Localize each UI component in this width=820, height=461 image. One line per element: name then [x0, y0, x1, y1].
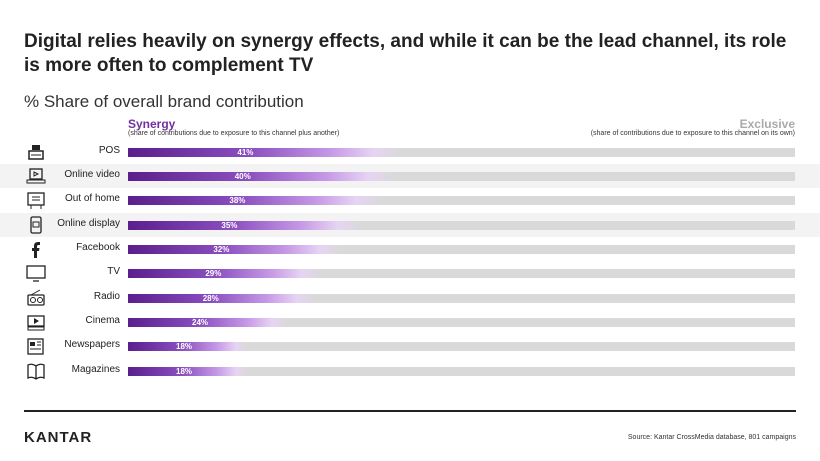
source-note: Source: Kantar CrossMedia database, 801 … [627, 434, 796, 441]
legend-exclusive-desc: (share of contributions due to exposure … [590, 130, 795, 137]
bar-exclusive: 18% [128, 342, 795, 351]
category-label: Out of home [64, 193, 120, 204]
category-label: Online video [64, 169, 120, 180]
bar-synergy [128, 318, 289, 327]
bar-exclusive: 24% [128, 318, 795, 327]
tv-icon [26, 265, 46, 282]
bar-exclusive: 29% [128, 269, 795, 278]
bar-row: Out of home 38% [0, 188, 820, 212]
bar-synergy [128, 269, 322, 278]
category-label: Cinema [85, 315, 120, 326]
data-label: 24% [192, 318, 209, 327]
data-label: 32% [213, 245, 230, 254]
legend-synergy: Synergy [128, 117, 176, 131]
legend-synergy-desc: (share of contributions due to exposure … [128, 130, 340, 137]
chart-subtitle: % Share of overall brand contribution [24, 92, 304, 111]
bar-synergy [128, 221, 362, 230]
category-label: Newspapers [64, 339, 120, 350]
category-label: TV [107, 266, 120, 277]
bar-synergy [128, 367, 249, 376]
laptop-video-icon [26, 168, 46, 184]
chart-title: Digital relies heavily on synergy effect… [24, 31, 787, 76]
data-label: 41% [237, 148, 254, 157]
cinema-icon [27, 315, 45, 331]
bar-synergy [128, 342, 249, 351]
bar-synergy [128, 148, 402, 157]
bar-exclusive: 40% [128, 172, 795, 181]
bar-synergy [128, 196, 382, 205]
category-label: Facebook [76, 242, 120, 253]
bar-row: Online display 35% [0, 213, 820, 237]
divider [24, 410, 796, 412]
data-label: 28% [202, 294, 219, 303]
billboard-icon [27, 192, 45, 209]
bar-row: Radio 28% [0, 286, 820, 310]
bar-row: Cinema 24% [0, 310, 820, 334]
data-label: 18% [176, 342, 193, 351]
category-label: Radio [93, 291, 120, 302]
bar-row: POS 41% [0, 140, 820, 164]
newspaper-icon [27, 338, 44, 355]
bar-row: Newspapers 18% [0, 334, 820, 358]
radio-icon [27, 289, 45, 306]
bar-exclusive: 32% [128, 245, 795, 254]
bar-exclusive: 28% [128, 294, 795, 303]
bar-exclusive: 38% [128, 196, 795, 205]
data-label: 40% [234, 172, 251, 181]
category-label: Online display [57, 218, 120, 229]
bar-exclusive: 35% [128, 221, 795, 230]
category-label: Magazines [71, 364, 120, 375]
bar-row: Magazines 18% [0, 359, 820, 383]
facebook-icon [32, 242, 40, 258]
data-label: 18% [176, 367, 193, 376]
mobile-display-icon [30, 216, 42, 234]
bar-row: Facebook 32% [0, 237, 820, 261]
bar-synergy [128, 172, 395, 181]
data-label: 29% [205, 269, 222, 278]
legend-exclusive: Exclusive [739, 117, 795, 131]
bar-row: TV 29% [0, 261, 820, 285]
bar-row: Online video 40% [0, 164, 820, 188]
kantar-logo: KANTAR [24, 429, 93, 446]
data-label: 35% [221, 221, 238, 230]
magazine-icon [27, 363, 45, 380]
category-label: POS [98, 145, 120, 156]
bar-synergy [128, 245, 342, 254]
bar-exclusive: 18% [128, 367, 795, 376]
bar-exclusive: 41% [128, 148, 795, 157]
bar-synergy [128, 294, 315, 303]
data-label: 38% [229, 196, 246, 205]
cash-register-icon [28, 145, 44, 160]
